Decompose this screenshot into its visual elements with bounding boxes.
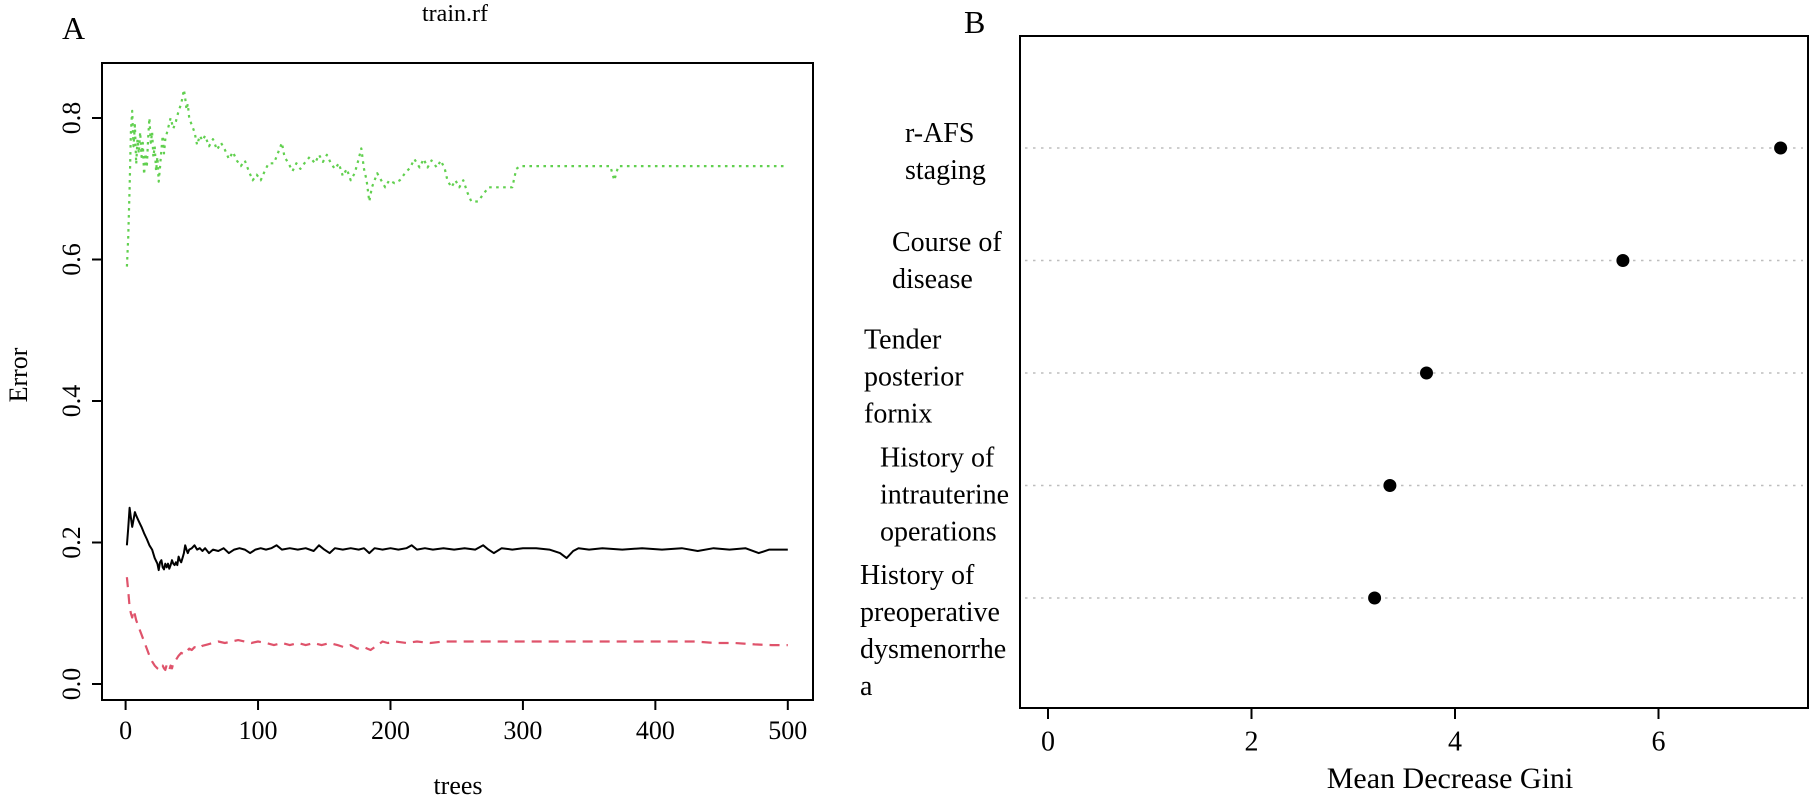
- panel-a-y-tick-label: 0.4: [57, 385, 86, 418]
- panel-a-y-tick-label: 0.0: [57, 668, 86, 701]
- panel-b-category-label: History of intrauterine operations: [880, 442, 1010, 548]
- panel-b-x-axis-label: Mean Decrease Gini: [1326, 762, 1574, 795]
- panel-b-plot-box: [1019, 35, 1809, 709]
- panel-a-plot-box: [101, 62, 814, 701]
- panel-b-category-label: r-AFS staging: [905, 118, 986, 186]
- panel-b-x-tick-label: 2: [1245, 726, 1259, 757]
- panel-b-letter: B: [964, 4, 986, 40]
- panel-a-y-axis-label: Error: [4, 347, 33, 403]
- panel-a-title: train.rf: [422, 1, 488, 27]
- panel-b-importance-dot: [1616, 254, 1630, 267]
- panel-a-x-tick-label: 100: [239, 716, 278, 745]
- panel-b-x-tick-label: 6: [1652, 726, 1666, 757]
- panel-b-importance-dot: [1774, 141, 1788, 155]
- panel-a-letter: A: [62, 10, 86, 46]
- panel-a-series-red-dashed-class-error: [125, 577, 788, 672]
- panel-a-x-tick-label: 400: [636, 716, 675, 745]
- panel-a-x-tick-label: 300: [503, 716, 542, 745]
- panel-b-category-label: History of preoperative dysmenorrhe a: [860, 560, 1007, 702]
- panel-a-x-axis-label: trees: [433, 771, 483, 800]
- panel-a-y-tick-label: 0.8: [57, 102, 86, 135]
- panel-a-series-green-dotted-class-error: [125, 88, 786, 267]
- panel-b-importance-dot: [1383, 479, 1397, 492]
- panel-a-series-black-solid-oob-error: [125, 506, 788, 572]
- panel-b-category-label: Course of disease: [892, 227, 1002, 295]
- panel-b-category-label: Tender posterior fornix: [864, 324, 964, 430]
- panel-b-importance-dot: [1420, 366, 1433, 380]
- panel-a-x-tick-label: 0: [119, 716, 132, 745]
- panel-a-x-tick-label: 500: [768, 716, 807, 745]
- panel-b-importance-dot: [1368, 591, 1382, 605]
- panel-b-x-tick-label: 0: [1041, 726, 1055, 757]
- panel-a-x-tick-label: 200: [371, 716, 410, 745]
- panel-a-y-tick-label: 0.6: [57, 243, 86, 276]
- panel-b-x-tick-label: 4: [1448, 726, 1462, 757]
- panel-a-y-tick-label: 0.2: [57, 526, 86, 559]
